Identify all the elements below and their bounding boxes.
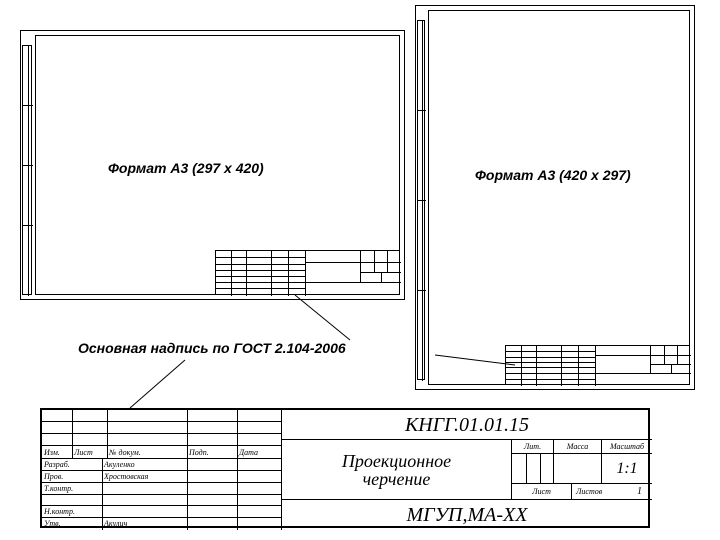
listov: Листов	[572, 484, 627, 500]
row-tkontr: Т.контр.	[42, 483, 102, 495]
row-razrab-name: Акуленко	[102, 459, 187, 471]
doc-title: Проекционное черчение	[282, 440, 512, 500]
sheet-num: 1	[627, 484, 652, 500]
doc-code: КНГГ.01.01.15	[282, 410, 652, 440]
portrait-side-stamp	[417, 20, 425, 380]
hdr-izm: Изм.	[42, 446, 72, 459]
lit: Лит.	[512, 440, 554, 454]
row-utv: Утв.	[42, 518, 102, 530]
org-name: МГУП,МА-ХХ	[282, 500, 652, 530]
row-nkontr: Н.контр.	[42, 506, 102, 518]
row-prov: Пров.	[42, 471, 102, 483]
callout-text: Основная надпись по ГОСТ 2.104-2006	[78, 340, 346, 356]
row-utv-name: Акулич	[102, 518, 187, 530]
portrait-titleblock	[505, 345, 690, 385]
scale: 1:1	[602, 454, 652, 484]
title-line2: черчение	[363, 470, 431, 488]
masht: Масштаб	[602, 440, 652, 454]
title-line1: Проекционное	[342, 452, 451, 470]
hdr-podp: Подп.	[187, 446, 237, 459]
massa: Масса	[554, 440, 602, 454]
a3-landscape-label: Формат А3 (297 х 420)	[108, 160, 264, 176]
hdr-ndoc: № докум.	[107, 446, 187, 459]
list2: Лист	[512, 484, 572, 500]
landscape-side-stamp	[22, 45, 32, 295]
hdr-list: Лист	[72, 446, 107, 459]
hdr-data: Дата	[237, 446, 282, 459]
row-razrab: Разраб.	[42, 459, 102, 471]
landscape-titleblock	[215, 250, 400, 295]
a3-portrait-inner	[428, 10, 690, 385]
a3-portrait-label: Формат А3 (420 х 297)	[475, 167, 631, 183]
row-prov-name: Хростовская	[102, 471, 187, 483]
gost-title-block: Изм. Лист № докум. Подп. Дата Разраб. Ак…	[40, 408, 650, 528]
